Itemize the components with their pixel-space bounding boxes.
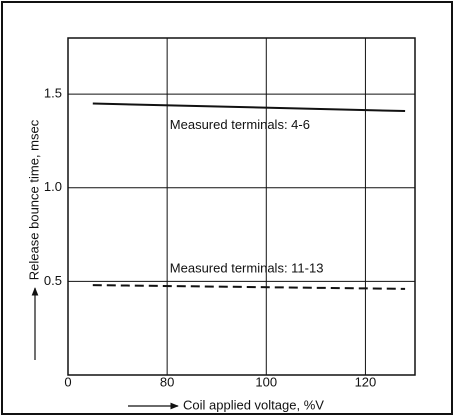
y-tick-label: 1.0 [44,179,62,194]
plot-frame [67,37,416,376]
x-tick-label: 100 [255,374,277,389]
series-annotation: Measured terminals: 4-6 [170,117,310,132]
x-tick-label: 80 [160,374,174,389]
x-tick-label: 120 [355,374,377,389]
series-annotation: Measured terminals: 11-13 [170,261,324,276]
series-line [92,284,406,290]
y-tick-label: 0.5 [44,273,62,288]
y-axis-label: Release bounce time, msec [26,119,41,280]
x-tick-label: 0 [64,374,71,389]
series-line [92,102,406,113]
x-axis-label: Coil applied voltage, %V [183,397,324,412]
y-tick-label: 1.5 [44,86,62,101]
